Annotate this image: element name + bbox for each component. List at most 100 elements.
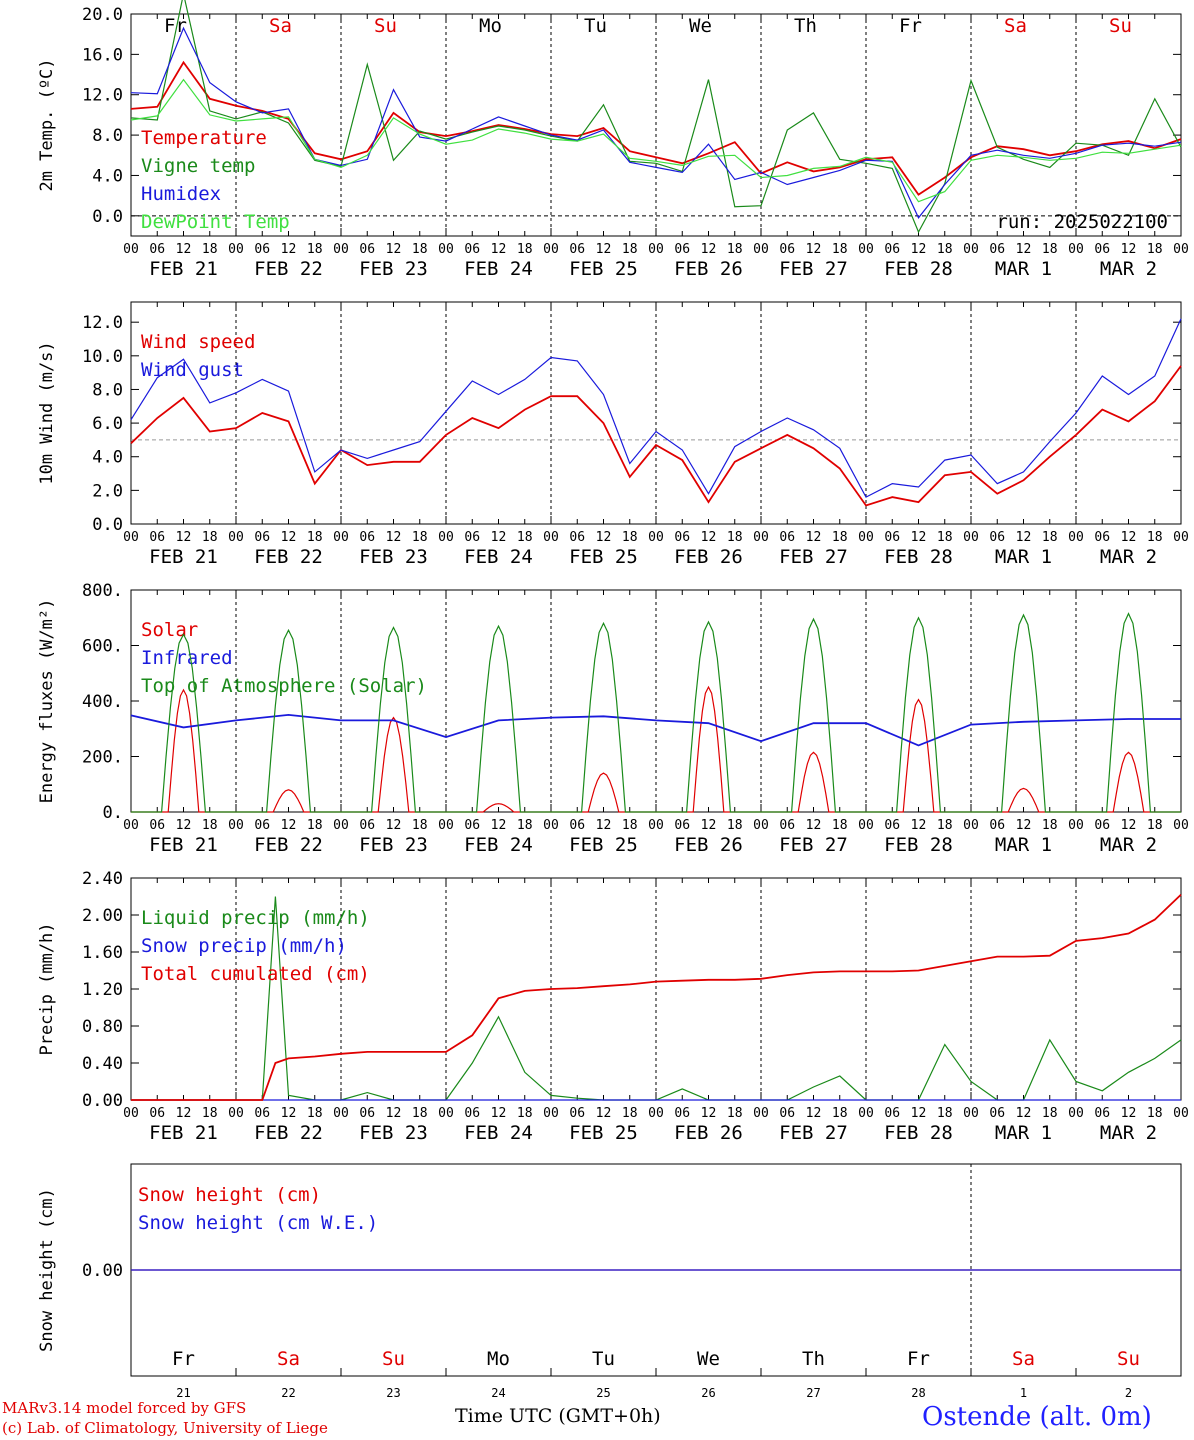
y-tick-label: 8.0 [92, 380, 123, 400]
x-tick-label: 06 [884, 1106, 900, 1121]
panel-precip: 00 06 12 18 00 06 12 18 00 06 12 18 00 06 12 18 00 06 12 18… [37, 869, 1189, 1144]
y-axis-label: Snow height (cm) [37, 1188, 57, 1352]
series-line [130, 0, 1182, 234]
x-tick-label: 18 [1147, 1106, 1163, 1121]
x-tick-label: 12 [281, 1106, 297, 1121]
legend-entry: Humidex [141, 183, 221, 205]
panel-snow: Fr Sa Su Mo Tu We Th Fr Sa Su 21 22 23 24 25 26 27 28 1 2 0.… [37, 1163, 1182, 1400]
x-tick-label: 06 [779, 530, 795, 545]
y-tick-label: 400. [82, 692, 123, 712]
legend-entry: Snow height (cm W.E.) [138, 1212, 378, 1234]
date-label: MAR 1 [995, 1122, 1052, 1144]
x-tick-label: 06 [989, 818, 1005, 833]
date-label: MAR 2 [1100, 1122, 1157, 1144]
x-tick-label: 12 [806, 818, 822, 833]
x-tick-label: 06 [779, 818, 795, 833]
x-tick-label: 12 [806, 242, 822, 257]
x-tick-label: 12 [386, 242, 402, 257]
x-tick-label: 12 [176, 1106, 192, 1121]
legend-entry: Top of Atmosphere (Solar) [141, 675, 427, 697]
y-axis-label: Precip (mm/h) [37, 922, 57, 1055]
x-tick-label: 00 [858, 818, 874, 833]
x-tick-label: 00 [858, 242, 874, 257]
x-tick-label: 18 [202, 242, 218, 257]
x-tick-label: 00 [858, 1106, 874, 1121]
x-tick-label: 00 [753, 242, 769, 257]
y-tick-label: 0. [103, 803, 123, 823]
x-tick-label: 06 [149, 530, 165, 545]
y-tick-label: 800. [82, 581, 123, 601]
y-tick-label: 16.0 [82, 45, 123, 65]
x-tick-label: 06 [1094, 242, 1110, 257]
weekday-label: Sa [1012, 1348, 1035, 1370]
x-tick-label: 12 [491, 1106, 507, 1121]
legend-entry: Snow precip (mm/h) [141, 935, 347, 957]
date-label: FEB 23 [359, 546, 428, 568]
series-line [130, 318, 1182, 498]
x-tick-label: 18 [832, 530, 848, 545]
date-label: FEB 24 [464, 258, 533, 280]
x-tick-label: 18 [412, 818, 428, 833]
x-tick-label: 18 [727, 1106, 743, 1121]
x-tick-label: 00 [1173, 242, 1189, 257]
x-tick-label: 00 [648, 530, 664, 545]
x-tick-label: 12 [1121, 530, 1137, 545]
x-tick-label: 18 [1147, 530, 1163, 545]
y-tick-label: 20.0 [82, 5, 123, 25]
y-axis-label: 2m Temp. (ºC) [37, 58, 57, 191]
x-tick-label: 12 [1016, 242, 1032, 257]
x-tick-label: 00 [228, 1106, 244, 1121]
x-tick-label: 12 [596, 818, 612, 833]
x-tick-label: 18 [1042, 242, 1058, 257]
x-tick-label: 06 [674, 818, 690, 833]
date-label: FEB 25 [569, 546, 638, 568]
x-tick-label: 00 [648, 242, 664, 257]
date-label: FEB 24 [464, 834, 533, 856]
x-tick-label: 18 [622, 530, 638, 545]
x-tick-label: 00 [123, 530, 139, 545]
date-label: FEB 22 [254, 1122, 323, 1144]
x-tick-label: 00 [543, 530, 559, 545]
x-tick-label: 12 [386, 1106, 402, 1121]
x-tick-label: 06 [464, 818, 480, 833]
x-tick-label: 00 [333, 1106, 349, 1121]
x-tick-label: 06 [989, 242, 1005, 257]
x-tick-label: 12 [491, 242, 507, 257]
x-tick-label: 00 [438, 530, 454, 545]
time-axis-label: Time UTC (GMT+0h) [455, 1405, 661, 1427]
x-tick-label: 06 [359, 530, 375, 545]
x-tick-label: 18 [517, 1106, 533, 1121]
y-tick-label: 4.0 [92, 448, 123, 468]
x-tick-label: 00 [438, 818, 454, 833]
weekday-label: Fr [172, 1348, 195, 1370]
y-axis-label: Energy fluxes (W/m²) [37, 599, 57, 804]
x-tick-label: 18 [622, 818, 638, 833]
x-tick-label: 06 [359, 1106, 375, 1121]
x-tick-label: 18 [622, 242, 638, 257]
x-tick-label: 00 [333, 818, 349, 833]
x-tick-label: 18 [727, 242, 743, 257]
x-tick-label: 12 [176, 242, 192, 257]
legend-entry: Wind speed [141, 331, 255, 353]
x-tick-label: 06 [1094, 1106, 1110, 1121]
y-tick-label: 2.0 [92, 481, 123, 501]
date-label: FEB 21 [149, 546, 218, 568]
y-tick-label: 0.00 [82, 1091, 123, 1111]
x-tick-label: 00 [1173, 818, 1189, 833]
x-tick-label: 12 [1121, 242, 1137, 257]
x-tick-label: 18 [622, 1106, 638, 1121]
x-tick-label: 00 [1173, 1106, 1189, 1121]
x-tick-label: 00 [753, 1106, 769, 1121]
date-label: FEB 27 [779, 546, 848, 568]
y-tick-label: 4.0 [92, 166, 123, 186]
x-tick-label: 06 [569, 242, 585, 257]
date-label: FEB 27 [779, 1122, 848, 1144]
x-tick-label: 18 [202, 818, 218, 833]
x-tick-label: 12 [701, 530, 717, 545]
x-tick-label: 18 [727, 818, 743, 833]
x-tick-label: 12 [1016, 818, 1032, 833]
date-label: FEB 28 [884, 546, 953, 568]
x-tick-label: 00 [123, 1106, 139, 1121]
x-tick-label: 00 [1068, 1106, 1084, 1121]
x-tick-label: 06 [884, 242, 900, 257]
